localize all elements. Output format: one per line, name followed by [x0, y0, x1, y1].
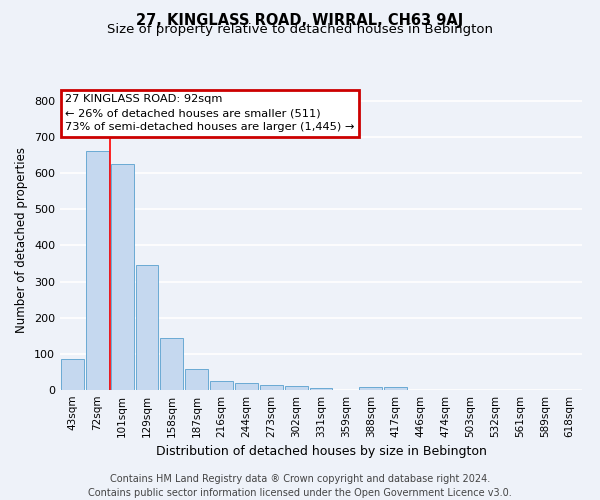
Bar: [136, 266, 158, 390]
Text: 27 KINGLASS ROAD: 92sqm
← 26% of detached houses are smaller (511)
73% of semi-d: 27 KINGLASS ROAD: 92sqm ← 26% of detache…: [65, 94, 355, 132]
Bar: [235, 383, 258, 390]
Bar: [285, 386, 308, 390]
Bar: [260, 386, 283, 390]
Bar: [310, 388, 332, 390]
Text: 27, KINGLASS ROAD, WIRRAL, CH63 9AJ: 27, KINGLASS ROAD, WIRRAL, CH63 9AJ: [136, 12, 464, 28]
Bar: [384, 387, 407, 390]
Bar: [185, 369, 208, 390]
Y-axis label: Number of detached properties: Number of detached properties: [16, 147, 28, 333]
X-axis label: Distribution of detached houses by size in Bebington: Distribution of detached houses by size …: [155, 446, 487, 458]
Bar: [359, 387, 382, 390]
Bar: [210, 381, 233, 390]
Bar: [86, 152, 109, 390]
Bar: [61, 360, 84, 390]
Bar: [111, 164, 134, 390]
Text: Contains HM Land Registry data ® Crown copyright and database right 2024.
Contai: Contains HM Land Registry data ® Crown c…: [88, 474, 512, 498]
Bar: [160, 338, 183, 390]
Text: Size of property relative to detached houses in Bebington: Size of property relative to detached ho…: [107, 22, 493, 36]
